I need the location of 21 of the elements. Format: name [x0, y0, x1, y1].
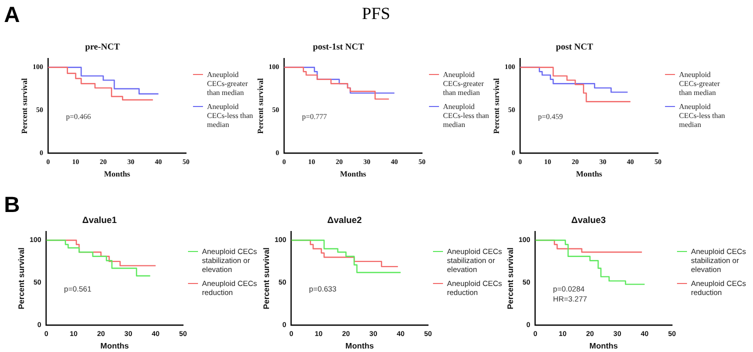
y-axis-title: Percent survival [20, 77, 29, 134]
x-axis-title: Months [340, 169, 366, 178]
chart-title: Δvalue1 [82, 214, 117, 225]
text: A [4, 2, 20, 28]
y-axis-title: Percent survival [17, 247, 26, 310]
y-axis-title: Percent survival [262, 247, 272, 310]
text: B [4, 192, 20, 218]
x-axis-title: Months [345, 341, 374, 350]
x-axis-title: Months [589, 341, 618, 350]
chart-title: post NCT [556, 42, 594, 52]
x-axis-title: Months [104, 169, 130, 178]
x-axis-title: Months [576, 169, 602, 178]
y-axis-title: Percent survival [256, 77, 265, 134]
y-axis-title: Percent survival [492, 77, 501, 134]
chart-title: post-1st NCT [312, 42, 364, 52]
chart-title: Δvalue2 [327, 214, 362, 225]
y-axis-title: Percent survival [506, 247, 516, 310]
x-axis-title: Months [100, 341, 130, 350]
chart-title: pre-NCT [85, 42, 120, 52]
text: PFS [362, 4, 390, 24]
chart-title: Δvalue3 [571, 214, 606, 225]
